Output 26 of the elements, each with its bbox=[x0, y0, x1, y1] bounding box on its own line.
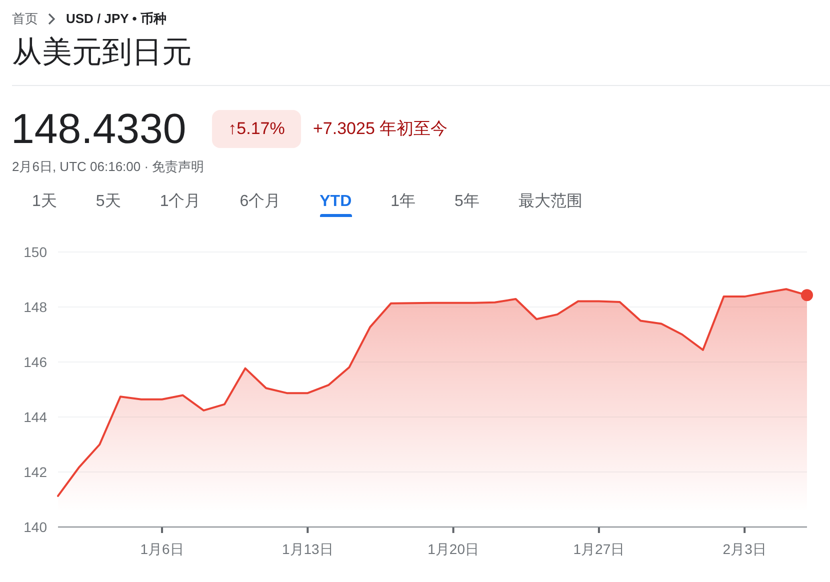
ytick-label: 140 bbox=[24, 519, 47, 535]
price: 148.4330 bbox=[11, 108, 186, 150]
ytick-label: 148 bbox=[24, 299, 47, 315]
tab-label: 1天 bbox=[32, 192, 57, 212]
ytick-label: 144 bbox=[24, 409, 47, 425]
tab-label: 1个月 bbox=[160, 192, 201, 212]
tab-label: 最大范围 bbox=[518, 192, 582, 212]
change-percent: ↑5.17% bbox=[212, 110, 301, 148]
xtick-label: 1月27日 bbox=[573, 541, 625, 557]
tab-label: 1年 bbox=[390, 192, 416, 212]
tab-label: 5年 bbox=[454, 192, 480, 212]
change-value: +7.3025 年初至今 bbox=[313, 119, 448, 140]
timestamp: 2月6日, UTC 06:16:00 · 免责声明 bbox=[12, 159, 204, 175]
breadcrumb-home-label: 首页 bbox=[12, 11, 38, 27]
xtick-label: 1月20日 bbox=[428, 541, 479, 557]
ytick-label: 150 bbox=[24, 244, 47, 260]
xtick-label: 1月13日 bbox=[282, 541, 334, 557]
title: 从美元到日元 bbox=[12, 35, 192, 71]
breadcrumb-instrument-label: USD / JPY • 币种 bbox=[66, 11, 166, 27]
tab-label: 5天 bbox=[96, 192, 121, 212]
ytick-label: 142 bbox=[24, 464, 47, 480]
tab-label: 6个月 bbox=[240, 192, 281, 212]
ytick-label: 146 bbox=[24, 354, 47, 370]
tab-label: YTD bbox=[320, 192, 352, 212]
xtick-label: 2月3日 bbox=[722, 541, 766, 557]
xtick-label: 1月6日 bbox=[140, 541, 184, 557]
